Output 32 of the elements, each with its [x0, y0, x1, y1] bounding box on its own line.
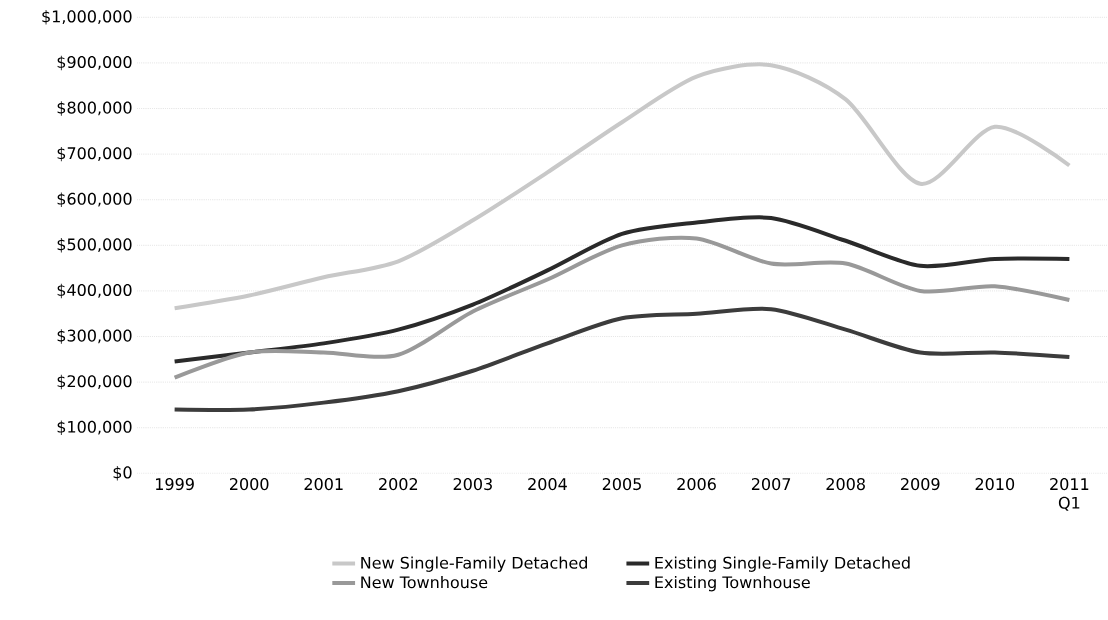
x-tick-label: 2010	[975, 478, 1015, 491]
legend-label: Existing Single-Family Detached	[655, 556, 910, 572]
y-tick-label: $800,000	[57, 101, 132, 116]
x-tick-label: 2006	[677, 478, 716, 491]
line-series	[172, 215, 1072, 364]
x-tick-label: 2007	[751, 478, 791, 491]
line-series	[172, 235, 1072, 380]
x-tick-label: 2003	[453, 478, 492, 491]
legend-label: Existing Townhouse	[655, 575, 810, 592]
x-tick-label: 1999	[156, 478, 194, 491]
y-tick-label: $100,000	[57, 420, 132, 435]
x-tick-label: 2008	[826, 478, 865, 491]
legend-label: New Single-Family Detached	[361, 556, 587, 572]
line-series	[172, 306, 1072, 412]
y-tick-label: $600,000	[57, 192, 132, 207]
y-tick-label: $500,000	[57, 238, 132, 253]
x-tick-label: 2011 Q1	[1050, 478, 1089, 511]
x-tick-label: 2009	[901, 478, 940, 491]
y-tick-label: $700,000	[57, 146, 132, 162]
line-series	[172, 62, 1072, 311]
y-tick-label: $1,000,000	[42, 10, 132, 25]
y-tick-label: $400,000	[57, 283, 132, 299]
legend-label: New Townhouse	[361, 575, 488, 589]
y-tick-label: $200,000	[57, 374, 132, 390]
x-tick-label: 2005	[602, 478, 641, 491]
x-tick-label: 2002	[379, 478, 418, 491]
y-tick-label: $0	[113, 466, 132, 481]
x-tick-label: 2004	[528, 478, 567, 491]
x-tick-label: 2000	[230, 478, 269, 491]
x-tick-label: 2001	[304, 478, 343, 491]
y-tick-label: $300,000	[57, 329, 132, 344]
y-tick-label: $900,000	[57, 55, 132, 71]
